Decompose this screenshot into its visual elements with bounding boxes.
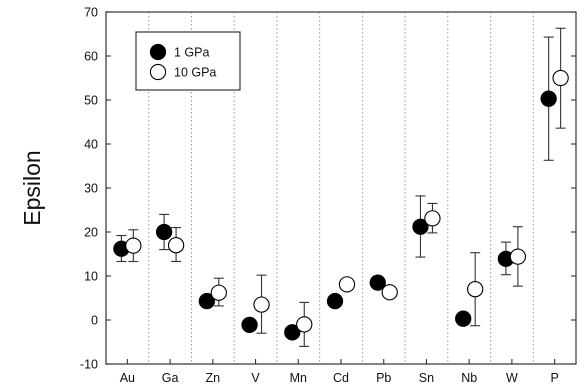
x-tick-label: Pb <box>376 371 391 385</box>
y-tick-label: 30 <box>84 182 98 196</box>
y-tick-label: 10 <box>84 270 98 284</box>
x-tick-label: V <box>251 371 260 385</box>
data-point <box>241 316 258 333</box>
data-point <box>296 316 313 333</box>
data-point <box>540 90 557 107</box>
y-tick-label: 60 <box>84 50 98 64</box>
y-tick-label: 50 <box>84 94 98 108</box>
legend-box <box>135 31 241 91</box>
y-axis-label: Epsilon <box>19 150 45 225</box>
y-tick-label: -10 <box>80 358 98 372</box>
data-point <box>455 310 472 327</box>
data-point <box>369 274 386 291</box>
data-point <box>424 210 441 227</box>
x-tick-label: Ga <box>162 371 179 385</box>
data-point <box>381 284 398 301</box>
legend-label: 10 GPa <box>174 66 216 80</box>
x-tick-label: P <box>550 371 558 385</box>
x-tick-label: Cd <box>333 371 349 385</box>
data-point <box>552 69 569 87</box>
data-point <box>467 281 484 298</box>
data-point <box>509 248 527 265</box>
legend-marker <box>149 43 167 61</box>
data-point <box>210 284 227 301</box>
data-marks <box>113 27 569 347</box>
x-tick-label: Nb <box>461 371 477 385</box>
y-tick-label: 20 <box>84 226 98 240</box>
axes: -10 0 10 20 30 40 50 60 70 Au Ga Zn V Mn Cd Pb Sn Nb W P Eps… <box>19 6 577 385</box>
legend-label: 1 GPa <box>174 46 209 60</box>
y-tick-label: 0 <box>91 314 98 328</box>
category-separators <box>148 12 534 364</box>
x-tick-label: Au <box>120 371 135 385</box>
data-point <box>412 218 429 235</box>
x-tick-label: W <box>506 371 518 385</box>
x-tick-label: Mn <box>290 371 307 385</box>
data-point <box>284 324 301 341</box>
legend-marker <box>149 63 167 81</box>
y-tick-label: 70 <box>84 6 98 20</box>
data-point <box>167 237 185 254</box>
y-tick-label: 40 <box>84 138 98 152</box>
data-point <box>125 237 142 254</box>
data-point <box>253 296 270 313</box>
data-point <box>338 276 356 293</box>
legend: 1 GPa 10 GPa <box>135 31 241 91</box>
x-tick-label: Sn <box>419 371 434 385</box>
data-point <box>326 292 344 310</box>
data-point <box>198 292 215 310</box>
data-point <box>155 223 173 241</box>
x-tick-label: Zn <box>206 371 221 385</box>
